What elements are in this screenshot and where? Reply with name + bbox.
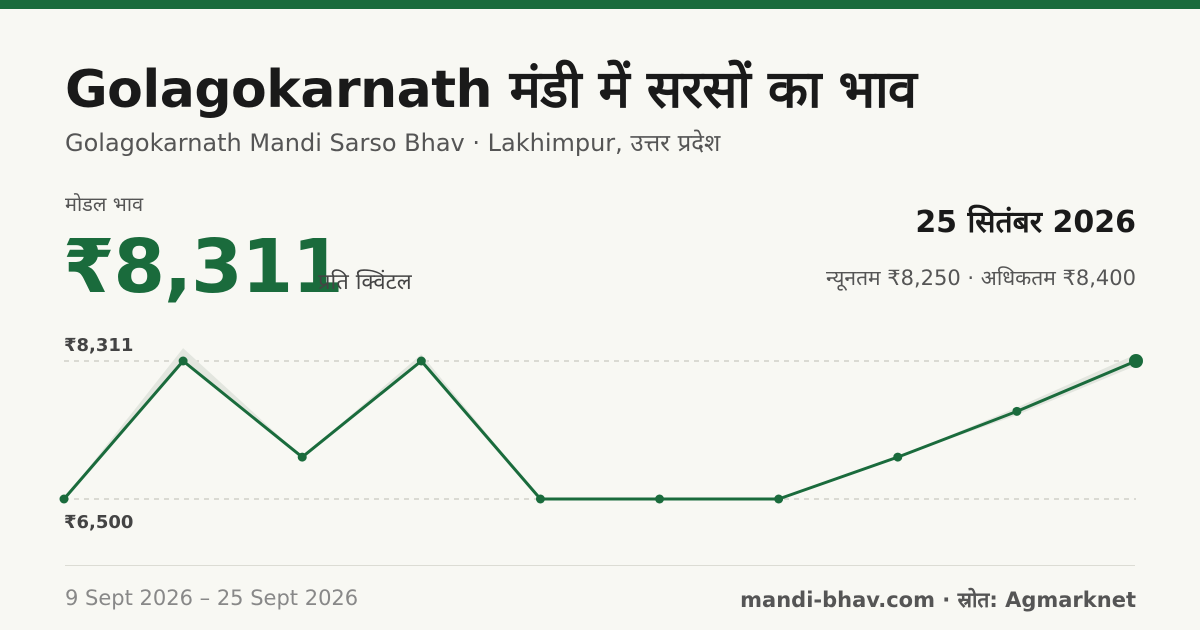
chart-range-band	[64, 348, 1136, 499]
y-tick-label: ₹8,311	[64, 335, 133, 356]
price-label: मोडल भाव	[65, 192, 144, 216]
footer-divider	[65, 565, 1135, 566]
range-band-area	[64, 348, 1136, 499]
price-line-chart: ₹8,311 ₹6,500	[59, 335, 1143, 533]
data-point	[535, 494, 545, 504]
page-title: Golagokarnath मंडी में सरसों का भाव	[65, 60, 917, 120]
data-point	[774, 494, 784, 504]
price-value: ₹8,311	[63, 224, 344, 310]
chart-series-line	[62, 359, 1138, 501]
data-point	[59, 494, 69, 504]
price-unit: प्रति क्विंटल	[318, 270, 412, 295]
chart-gridlines	[64, 360, 1136, 500]
footer-date-range: 9 Sept 2026 – 25 Sept 2026	[65, 586, 359, 610]
top-accent-bar	[0, 0, 1200, 9]
chart-points	[59, 354, 1143, 504]
footer-source: mandi-bhav.com · स्रोत: Agmarknet	[740, 588, 1136, 612]
data-point	[655, 494, 665, 504]
chart-y-labels: ₹8,311 ₹6,500	[64, 335, 133, 533]
data-point	[297, 452, 307, 462]
data-point-latest	[1129, 354, 1143, 368]
price-date: 25 सितंबर 2026	[915, 205, 1136, 240]
series-line	[62, 359, 1138, 501]
data-point	[178, 356, 188, 366]
data-point	[1012, 406, 1022, 416]
data-point	[416, 356, 426, 366]
min-max-range: न्यूनतम ₹8,250 · अधिकतम ₹8,400	[826, 266, 1136, 290]
y-tick-label: ₹6,500	[64, 512, 133, 533]
page-subtitle: Golagokarnath Mandi Sarso Bhav · Lakhimp…	[65, 129, 721, 157]
data-point	[893, 452, 903, 462]
